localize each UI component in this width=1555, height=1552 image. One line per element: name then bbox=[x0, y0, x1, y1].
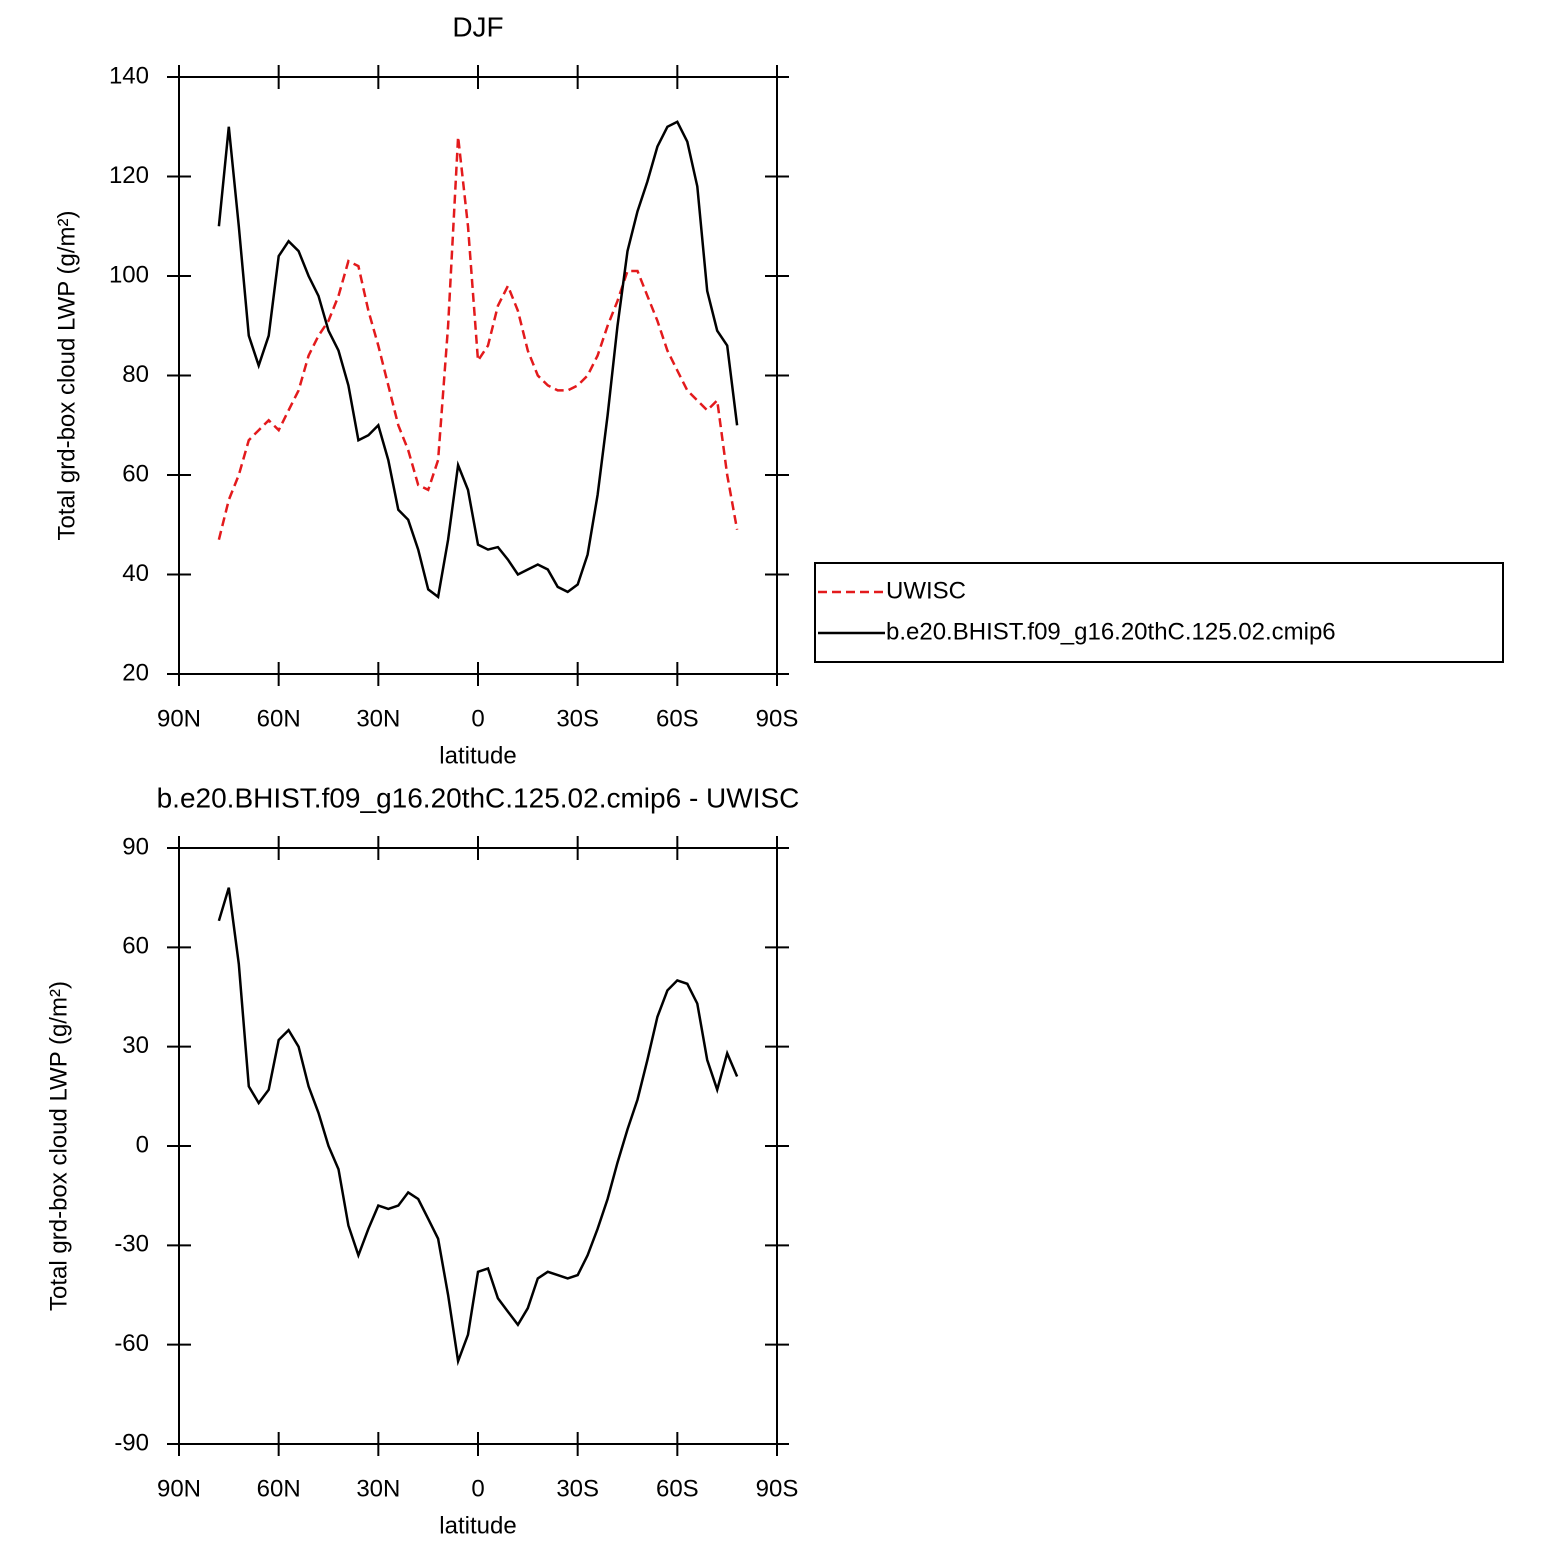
x-axis-label: latitude bbox=[439, 742, 516, 769]
y-tick-label: 140 bbox=[109, 62, 149, 89]
x-tick-label: 60S bbox=[656, 705, 699, 732]
x-tick-label: 60N bbox=[257, 1475, 301, 1502]
x-tick-label: 90S bbox=[756, 1475, 799, 1502]
legend-label: UWISC bbox=[886, 577, 966, 604]
y-tick-label: -90 bbox=[114, 1429, 149, 1456]
x-tick-label: 0 bbox=[471, 1475, 484, 1502]
plot-frame bbox=[178, 847, 778, 1445]
x-tick-label: 30N bbox=[356, 705, 400, 732]
data-line bbox=[217, 136, 739, 541]
legend-label: b.e20.BHIST.f09_g16.20thC.125.02.cmip6 bbox=[886, 618, 1336, 645]
x-tick-label: 30N bbox=[356, 1475, 400, 1502]
y-tick-label: 0 bbox=[136, 1131, 149, 1158]
x-tick-label: 60S bbox=[656, 1475, 699, 1502]
x-tick-label: 30S bbox=[556, 705, 599, 732]
y-tick-label: 90 bbox=[122, 833, 149, 860]
legend-box bbox=[814, 562, 1504, 663]
x-tick-label: 30S bbox=[556, 1475, 599, 1502]
y-tick-label: 60 bbox=[122, 933, 149, 960]
x-tick-label: 90N bbox=[157, 705, 201, 732]
y-tick-label: 40 bbox=[122, 560, 149, 587]
chart-title: DJF bbox=[452, 11, 503, 42]
y-tick-label: 100 bbox=[109, 261, 149, 288]
y-axis-label: Total grd-box cloud LWP (g/m²) bbox=[53, 211, 80, 541]
y-tick-label: 120 bbox=[109, 162, 149, 189]
y-tick-label: -60 bbox=[114, 1330, 149, 1357]
y-tick-label: 30 bbox=[122, 1032, 149, 1059]
x-tick-label: 90N bbox=[157, 1475, 201, 1502]
chart-title: b.e20.BHIST.f09_g16.20thC.125.02.cmip6 -… bbox=[157, 782, 800, 813]
x-axis-label: latitude bbox=[439, 1512, 516, 1539]
y-tick-label: 80 bbox=[122, 361, 149, 388]
data-line bbox=[217, 887, 739, 1367]
y-axis-label: Total grd-box cloud LWP (g/m²) bbox=[45, 981, 72, 1311]
x-tick-label: 90S bbox=[756, 705, 799, 732]
x-tick-label: 0 bbox=[471, 705, 484, 732]
x-tick-label: 60N bbox=[257, 705, 301, 732]
y-tick-label: 20 bbox=[122, 659, 149, 686]
data-line bbox=[217, 120, 739, 600]
plot-frame bbox=[178, 76, 778, 675]
y-tick-label: 60 bbox=[122, 460, 149, 487]
y-tick-label: -30 bbox=[114, 1231, 149, 1258]
